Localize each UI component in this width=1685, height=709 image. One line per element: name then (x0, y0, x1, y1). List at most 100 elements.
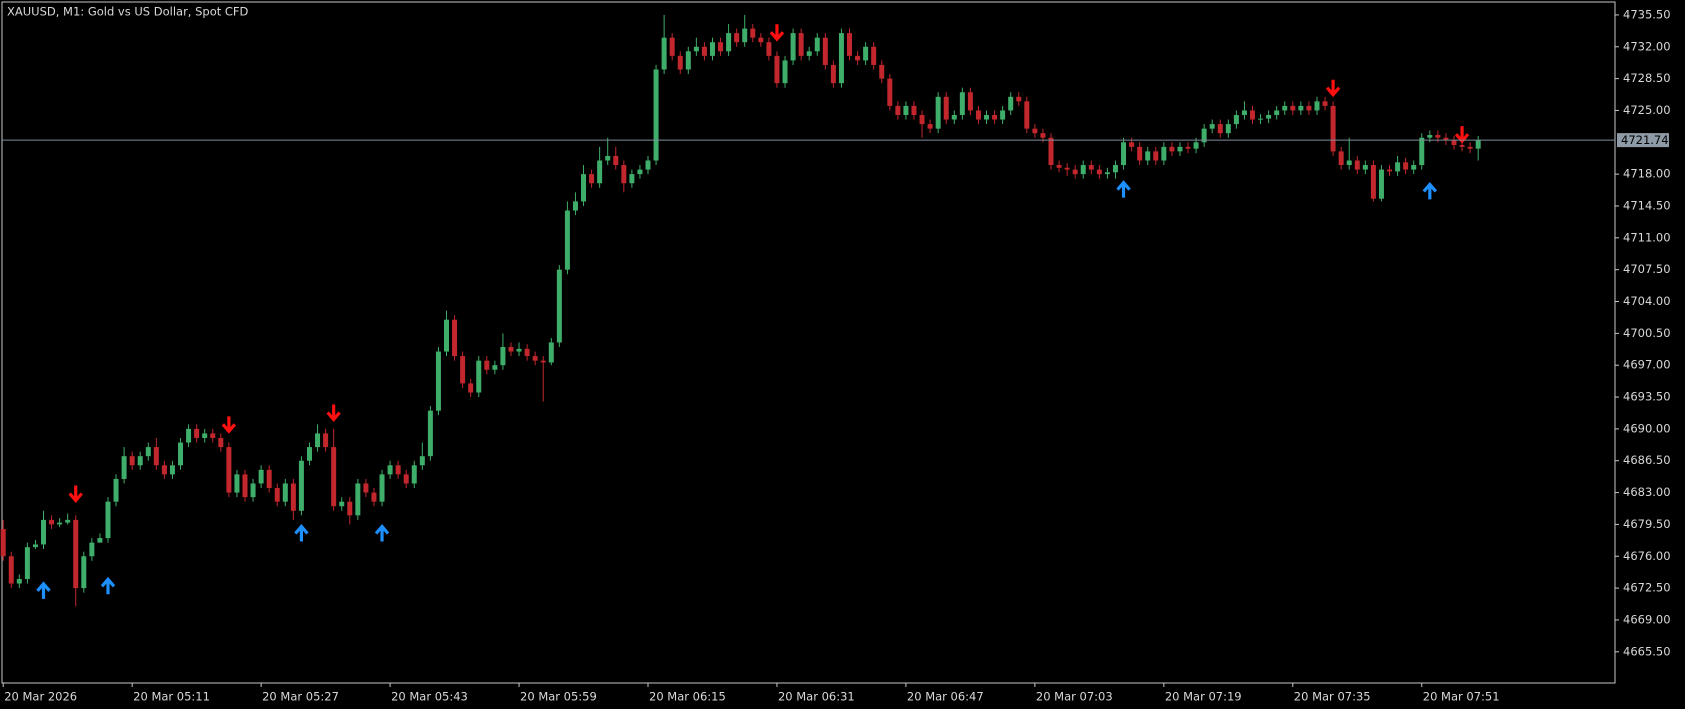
buy-arrow (1116, 180, 1131, 198)
buy-arrow (374, 524, 390, 542)
candle-body (1104, 172, 1110, 175)
candle-body (605, 155, 611, 161)
x-tick-label: 20 Mar 07:51 (1423, 690, 1500, 704)
candle-body (323, 433, 329, 448)
x-tick-label: 20 Mar 07:19 (1165, 690, 1242, 704)
candle-body (234, 474, 240, 493)
y-tick-label: 4697.00 (1623, 358, 1671, 372)
last-price-label: 4721.74 (1621, 133, 1669, 147)
candle-body (548, 342, 554, 363)
candle-body (395, 465, 401, 475)
y-tick-label: 4679.50 (1623, 517, 1671, 531)
candle-body (274, 488, 280, 502)
candle-body (1290, 105, 1296, 111)
candle-body (1016, 96, 1022, 102)
candle-body (8, 556, 14, 584)
sell-arrow (1454, 126, 1470, 144)
y-tick-label: 4728.50 (1623, 71, 1671, 85)
y-tick-label: 4711.00 (1623, 230, 1671, 244)
buy-arrow (294, 524, 309, 542)
candle-body (629, 174, 635, 184)
candle-body (1145, 151, 1151, 161)
candle-body (355, 483, 361, 516)
candle-body (210, 433, 216, 438)
y-tick-label: 4732.00 (1623, 39, 1671, 53)
candle-body (81, 556, 87, 589)
candle-body (951, 114, 957, 120)
candle-body (97, 538, 103, 543)
candle-body (1346, 160, 1352, 166)
candle-body (1032, 128, 1038, 134)
candle-body (564, 210, 570, 270)
candle-body (701, 46, 707, 56)
candle-body (830, 64, 836, 84)
candle-body (137, 456, 143, 466)
candle-body (476, 360, 482, 393)
candle-body (1330, 105, 1336, 152)
candle-body (1387, 169, 1393, 172)
candle-body (113, 478, 119, 502)
candle-body (718, 42, 724, 52)
candle-body (169, 465, 175, 475)
candle-body (637, 169, 643, 175)
candle-body (532, 356, 538, 361)
candle-body (1129, 142, 1135, 147)
candle-body (927, 124, 933, 129)
candle-body (734, 33, 740, 43)
candle-body (1000, 110, 1006, 120)
candle-body (911, 105, 917, 115)
x-tick-label: 20 Mar 07:03 (1036, 690, 1113, 704)
candle-body (975, 110, 981, 120)
candle-body (613, 155, 619, 166)
candle-body (331, 447, 337, 507)
candle-body (943, 96, 949, 120)
chart-title: XAUUSD, M1: Gold vs US Dollar, Spot CFD (7, 5, 249, 19)
candle-body (887, 78, 893, 106)
candle-body (32, 544, 38, 548)
candle-body (1056, 165, 1062, 168)
candle-body (1266, 114, 1272, 119)
candle-body (403, 474, 409, 484)
candle-body (1467, 146, 1473, 149)
candle-body (1233, 114, 1239, 125)
candle-body (1096, 169, 1102, 175)
candle-body (129, 456, 135, 466)
candle-body (919, 114, 925, 125)
candle-body (556, 269, 562, 343)
candle-body (290, 483, 296, 511)
candle-body (524, 348, 530, 357)
y-tick-label: 4693.50 (1623, 390, 1671, 404)
candle-body (863, 46, 869, 61)
candle-body (226, 447, 232, 493)
candle-body (186, 428, 192, 443)
candle-body (121, 456, 127, 479)
candle-body (959, 92, 965, 115)
candle-body (589, 174, 595, 184)
candle-body (1403, 162, 1409, 170)
candle-body (500, 347, 506, 366)
candle-body (315, 433, 321, 448)
x-tick-label: 20 Mar 05:59 (520, 690, 597, 704)
sell-arrow (326, 404, 341, 422)
candle-body (822, 37, 828, 65)
candle-body (1153, 151, 1159, 161)
candle-body (984, 114, 990, 120)
candle-body (597, 160, 603, 184)
candle-body (661, 37, 667, 70)
candle-body (669, 37, 675, 56)
candle-body (1306, 105, 1312, 111)
candle-body (250, 483, 256, 498)
buy-arrow (36, 581, 51, 599)
y-tick-label: 4686.50 (1623, 453, 1671, 467)
candle-body (73, 519, 79, 589)
candle-body (153, 447, 159, 466)
candle-body (49, 519, 55, 525)
sell-arrow (68, 485, 83, 503)
x-tick-label: 20 Mar 05:43 (391, 690, 468, 704)
candle-body (855, 55, 861, 61)
candle-body (677, 55, 683, 70)
candle-body (621, 165, 627, 184)
plot-frame (1, 1, 1616, 684)
candle-body (468, 383, 474, 393)
